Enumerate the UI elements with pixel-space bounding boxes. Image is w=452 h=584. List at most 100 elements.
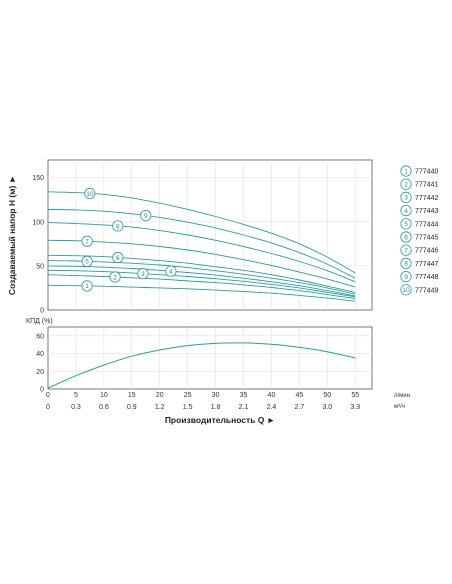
head-curve-8 xyxy=(47,222,356,283)
legend-marker-label-10: 10 xyxy=(402,287,410,294)
head-curve-markers: 1 2 3 4 5 6 7 8 9 10 xyxy=(81,187,177,292)
x-tick-lpm: 50 xyxy=(323,392,331,399)
x-ticks-lpm: 0 5 10 15 20 25 30 35 40 45 50 55 xyxy=(46,392,359,399)
x-tick-lpm: 40 xyxy=(268,392,276,399)
x-unit-lpm: л/мин xyxy=(394,393,410,399)
x-tick-m3h: 0.3 xyxy=(71,404,81,411)
curve-marker-label-9: 9 xyxy=(144,213,148,220)
legend-marker-5 xyxy=(400,218,412,230)
curve-marker-7 xyxy=(81,235,93,247)
head-curve-5 xyxy=(47,260,356,295)
curve-marker-1 xyxy=(81,280,93,292)
efficiency-y-axis-title: КПД (%) xyxy=(26,318,53,325)
efficiency-curve-line xyxy=(47,342,356,389)
curve-marker-label-4: 4 xyxy=(169,268,173,275)
legend-entry-5: 777444 xyxy=(415,221,438,228)
x-tick-m3h: 2.7 xyxy=(295,404,305,411)
efficiency-plot-frame xyxy=(47,326,373,390)
x-tick-lpm: 35 xyxy=(240,392,248,399)
legend-marker-6 xyxy=(400,231,412,243)
x-tick-lpm: 30 xyxy=(212,392,220,399)
head-plot-frame xyxy=(47,159,373,311)
efficiency-y-ticks: 0 20 40 60 xyxy=(36,333,44,393)
legend-entry-1: 777440 xyxy=(415,169,438,176)
curve-marker-10 xyxy=(84,187,96,200)
x-ticks-m3h: 0 0.3 0.6 0.9 1.2 1.5 1.8 2.1 2.4 2.7 3.0 3.3 xyxy=(46,404,360,411)
head-y-axis-title: Создаваемый напор H (м) ► xyxy=(7,175,17,295)
head-curve-2 xyxy=(47,274,356,299)
efficiency-y-tick-label: 40 xyxy=(36,351,44,358)
x-tick-m3h: 0.6 xyxy=(99,404,109,411)
x-tick-m3h: 1.5 xyxy=(183,404,193,411)
head-curve-1 xyxy=(47,284,356,302)
legend-marker-label-2: 2 xyxy=(404,182,408,189)
curve-marker-4 xyxy=(165,265,177,277)
curve-marker-label-8: 8 xyxy=(116,223,120,230)
legend-marker-3 xyxy=(400,191,412,203)
legend-marker-2 xyxy=(400,178,412,190)
legend-marker-label-6: 6 xyxy=(404,234,408,241)
efficiency-y-tick-label: 0 xyxy=(40,387,44,394)
efficiency-curve xyxy=(47,342,356,389)
x-tick-lpm: 25 xyxy=(184,392,192,399)
curve-marker-5 xyxy=(81,255,93,267)
efficiency-y-tick-label: 20 xyxy=(36,369,44,376)
legend-entry-3: 777442 xyxy=(415,195,438,202)
x-tick-m3h: 3.0 xyxy=(322,404,332,411)
curve-marker-label-5: 5 xyxy=(85,259,89,266)
curve-marker-label-7: 7 xyxy=(85,239,89,246)
legend-entry-2: 777441 xyxy=(415,182,438,189)
legend: 1 777440 2 777441 3 777442 4 777443 5 777444 6 7774… xyxy=(400,165,438,296)
curve-marker-9 xyxy=(140,209,152,222)
x-tick-m3h: 1.2 xyxy=(155,404,165,411)
head-y-ticks: 0 50 100 150 xyxy=(32,175,44,314)
legend-marker-label-4: 4 xyxy=(404,208,408,215)
legend-marker-9 xyxy=(400,270,412,283)
legend-marker-label-1: 1 xyxy=(404,168,408,175)
x-tick-lpm: 0 xyxy=(46,392,50,399)
head-curve-6 xyxy=(47,254,356,293)
curve-marker-6 xyxy=(112,251,124,264)
legend-marker-label-7: 7 xyxy=(404,248,408,255)
head-curves xyxy=(47,191,356,302)
efficiency-y-tick-label: 60 xyxy=(36,333,44,340)
x-tick-m3h: 0.9 xyxy=(127,404,137,411)
x-tick-lpm: 5 xyxy=(74,392,78,399)
efficiency-grid xyxy=(48,327,372,389)
legend-entry-8: 777447 xyxy=(415,261,438,268)
head-curve-4 xyxy=(47,265,356,297)
legend-marker-4 xyxy=(400,205,412,217)
legend-marker-label-3: 3 xyxy=(404,195,408,202)
curve-marker-label-3: 3 xyxy=(141,271,145,278)
legend-entry-6: 777445 xyxy=(415,235,438,242)
x-tick-lpm: 15 xyxy=(128,392,136,399)
legend-entry-10: 777449 xyxy=(415,287,438,294)
head-y-tick-label: 100 xyxy=(32,219,44,226)
curve-marker-label-10: 10 xyxy=(86,191,94,198)
legend-entry-7: 777446 xyxy=(415,248,438,255)
x-tick-lpm: 20 xyxy=(156,392,164,399)
legend-marker-label-8: 8 xyxy=(404,261,408,268)
legend-marker-8 xyxy=(400,257,412,269)
head-curve-9 xyxy=(47,208,356,279)
x-tick-m3h: 3.3 xyxy=(350,404,360,411)
legend-marker-label-5: 5 xyxy=(404,221,408,228)
x-tick-m3h: 2.1 xyxy=(239,404,249,411)
x-tick-m3h: 2.4 xyxy=(267,404,277,411)
x-tick-lpm: 55 xyxy=(351,392,359,399)
curve-marker-3 xyxy=(137,268,149,280)
x-tick-lpm: 10 xyxy=(100,392,108,399)
curve-marker-2 xyxy=(109,271,121,283)
head-y-tick-label: 0 xyxy=(40,308,44,315)
legend-marker-1 xyxy=(400,165,412,177)
curve-marker-label-1: 1 xyxy=(85,283,89,290)
curve-marker-label-2: 2 xyxy=(113,274,117,281)
legend-entry-9: 777448 xyxy=(415,274,438,281)
x-unit-m3h: м³/ч xyxy=(394,404,405,410)
efficiency-chart-panel: 0 20 40 60 КПД (%) 0 5 10 15 20 25 30 35 40 45 50 55 0… xyxy=(26,318,410,425)
head-y-tick-label: 150 xyxy=(32,175,44,182)
head-curve-7 xyxy=(47,239,356,288)
x-tick-lpm: 45 xyxy=(295,392,303,399)
x-tick-m3h: 0 xyxy=(46,404,50,411)
